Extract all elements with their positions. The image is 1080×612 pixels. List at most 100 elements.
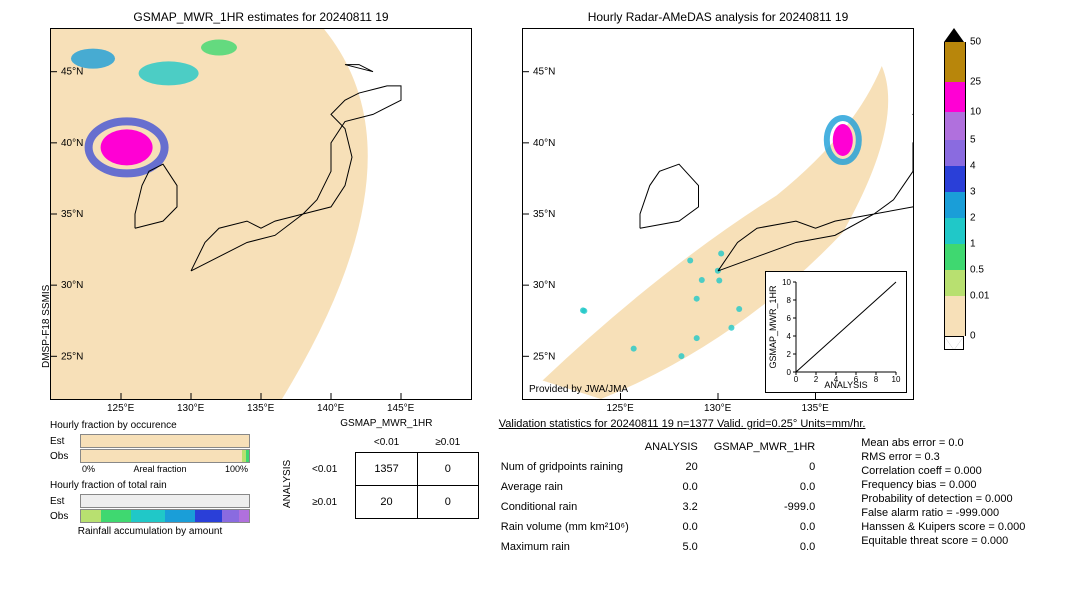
svg-text:0: 0 [787,368,792,377]
totalrain-title: Hourly fraction of total rain [50,480,250,491]
validation-block: Validation statistics for 20240811 19 n=… [499,418,1070,558]
bar-seg [81,435,249,447]
bar-seg [81,510,101,522]
svg-text:6: 6 [787,314,792,323]
ct-ch0: <0.01 [356,433,417,453]
validation-table: ANALYSIS GSMAP_MWR_1HR Num of gridpoints… [499,436,831,558]
svg-text:8: 8 [787,296,792,305]
bar-label: Obs [50,511,80,522]
stat-a: 3.2 [645,498,712,516]
right-map-title: Hourly Radar-AMeDAS analysis for 2024081… [522,10,914,24]
cbar-label: 2 [970,213,976,224]
scatter-svg: 0246810 0246810 ANALYSIS GSMAP_MWR_1HR [766,272,906,392]
bar-row: Obs [50,509,250,523]
stat-a: 0.0 [645,478,712,496]
colorbar: 502510543210.50.010 [944,28,964,364]
validation-stats: Mean abs error = 0.0RMS error = 0.3Corre… [861,436,1025,558]
stat-line: RMS error = 0.3 [861,450,1025,464]
svg-text:25°N: 25°N [533,351,555,362]
scale-right: 100% [225,464,248,474]
left-map-svg: 45°N 40°N 35°N 30°N 25°N [51,29,471,399]
cbar-seg [944,140,966,166]
stat-a: 20 [645,458,712,476]
cbar-seg [944,244,966,270]
bar [80,434,250,448]
cbar-seg [944,42,966,82]
lon-tick: 135°E [247,403,274,414]
stat-key: Rain volume (mm km²10⁶) [501,518,643,536]
stat-line: False alarm ratio = -999.000 [861,506,1025,520]
cbar-label: 0.01 [970,291,989,302]
ct-10: 20 [356,486,417,519]
lon-tick: 125°E [607,403,634,414]
right-map-panel: Hourly Radar-AMeDAS analysis for 2024081… [522,10,914,400]
svg-text:35°N: 35°N [533,209,555,220]
lon-tick: 130°E [177,403,204,414]
stat-line: Mean abs error = 0.0 [861,436,1025,450]
svg-text:35°N: 35°N [61,209,83,220]
svg-text:0: 0 [794,375,799,384]
scatter-inset: 0246810 0246810 ANALYSIS GSMAP_MWR_1HR [765,271,907,393]
inset-xlabel: ANALYSIS [824,380,867,390]
bar-seg [131,510,165,522]
vh1: ANALYSIS [645,438,712,456]
cbar-label: 25 [970,77,981,88]
scale-left: 0% [82,464,95,474]
cbar-label: 5 [970,135,976,146]
bottom-row: Hourly fraction by occurence Est Obs 0% A… [10,418,1070,558]
svg-text:2: 2 [814,375,819,384]
cbar-label: 10 [970,107,981,118]
svg-text:25°N: 25°N [61,351,83,362]
ct-rh0: <0.01 [294,453,356,486]
fractions-col: Hourly fraction by occurence EstObs 0% A… [50,418,250,558]
totalrain-bars: Est Obs [50,493,250,524]
svg-text:45°N: 45°N [61,67,83,78]
bar-row: Est [50,434,250,448]
right-map: 45°N40°N35°N30°N25°N Provided by JWA/JMA… [522,28,914,400]
stat-g: 0.0 [714,518,829,536]
ct-00: 1357 [356,453,417,486]
stat-line: Frequency bias = 0.000 [861,478,1025,492]
bar-label: Obs [50,451,80,462]
lon-tick: 145°E [387,403,414,414]
vh2: GSMAP_MWR_1HR [714,438,829,456]
lon-tick: 130°E [704,403,731,414]
svg-text:30°N: 30°N [61,280,83,291]
bar-seg [81,450,242,462]
bar [80,494,250,508]
stat-line: Equitable threat score = 0.000 [861,534,1025,548]
occurrence-bars: Est Obs [50,433,250,464]
left-map-title: GSMAP_MWR_1HR estimates for 20240811 19 [50,10,472,24]
stat-line: Correlation coeff = 0.000 [861,464,1025,478]
bar-seg [195,510,222,522]
sensor-label: DMSP-F18 SSMIS [41,285,52,368]
stat-g: 0 [714,458,829,476]
lon-tick: 125°E [107,403,134,414]
cbar-label: 1 [970,239,976,250]
totalrain-legend: Rainfall accumulation by amount [50,526,250,537]
stat-a: 5.0 [645,538,712,556]
bar-label: Est [50,496,80,507]
svg-text:40°N: 40°N [61,138,83,149]
bar-seg [101,510,131,522]
cbar-seg [944,270,966,296]
ct-ch1: ≥0.01 [417,433,478,453]
ct-col-title: GSMAP_MWR_1HR [294,418,479,429]
stat-a: 0.0 [645,518,712,536]
occurrence-title: Hourly fraction by occurence [50,420,250,431]
bar-row: Est [50,494,250,508]
stat-line: Probability of detection = 0.000 [861,492,1025,506]
svg-text:8: 8 [874,375,879,384]
maps-row: GSMAP_MWR_1HR estimates for 20240811 19 … [10,10,1070,400]
ct-rh1: ≥0.01 [294,486,356,519]
lon-tick: 140°E [317,403,344,414]
cbar-seg [944,192,966,218]
bar-seg [165,510,195,522]
cbar-label: 0 [970,331,976,342]
bar [80,509,250,523]
ct-11: 0 [417,486,478,519]
bar-seg [222,510,239,522]
stat-key: Num of gridpoints raining [501,458,643,476]
cbar-seg [944,112,966,140]
bar-seg [246,450,249,462]
